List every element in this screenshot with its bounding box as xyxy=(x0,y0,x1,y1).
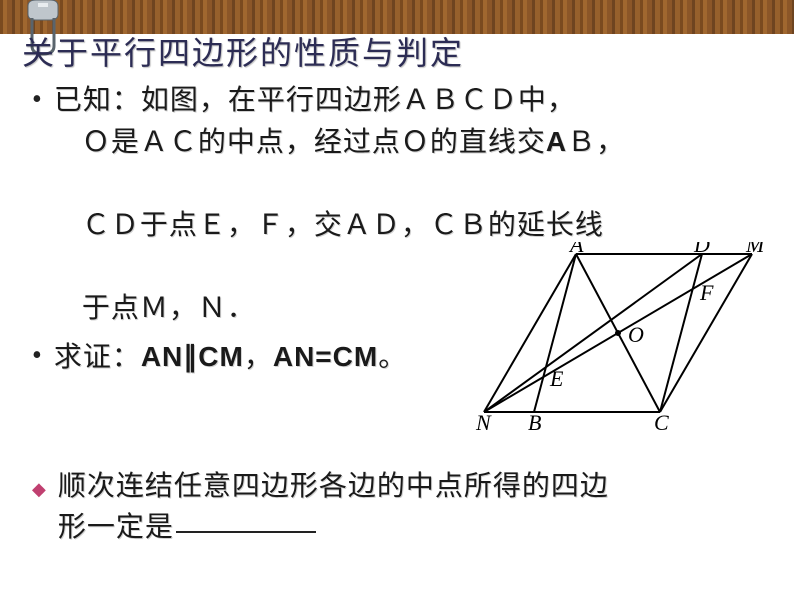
prove-an: AN xyxy=(141,341,183,372)
svg-text:D: D xyxy=(693,242,710,257)
fill-blank xyxy=(176,531,316,533)
period: 。 xyxy=(378,342,407,373)
bullet-dot-icon: • xyxy=(26,80,54,114)
svg-text:O: O xyxy=(628,322,644,347)
comma: ， xyxy=(244,342,273,373)
diamond-bullet-icon: ◆ xyxy=(26,466,58,498)
page-title: 关于平行四边形的性质与判定 xyxy=(22,28,464,74)
geometry-figure: A D M N B C O E F xyxy=(472,242,766,432)
bullet-dot-icon: • xyxy=(26,336,54,370)
prove-text: 求证：AN∥CM，AN=CM。 xyxy=(54,336,407,378)
p2-line2: 形一定是 xyxy=(58,512,174,543)
given-line: 已知：如图，在平行四边形ＡＢＣＤ中， xyxy=(54,85,576,116)
prove-cm: CM xyxy=(198,341,244,372)
prove-eq: AN=CM xyxy=(273,341,378,372)
svg-text:A: A xyxy=(568,242,584,257)
svg-text:F: F xyxy=(699,280,714,305)
p2-line1: 顺次连结任意四边形各边的中点所得的四边 xyxy=(58,471,609,502)
svg-text:B: B xyxy=(528,410,541,432)
svg-text:C: C xyxy=(654,410,669,432)
problem-2-text: 顺次连结任意四边形各边的中点所得的四边 形一定是 xyxy=(58,466,609,549)
p1-line2-bold: A xyxy=(546,126,567,157)
svg-text:M: M xyxy=(745,242,766,257)
svg-text:E: E xyxy=(549,366,564,391)
p1-line3: ＣＤ于点Ｅ，Ｆ，交ＡＤ，ＣＢ的延长线 xyxy=(54,205,625,246)
problem-2: ◆ 顺次连结任意四边形各边的中点所得的四边 形一定是 xyxy=(26,466,774,553)
prove-label: 求证： xyxy=(54,342,141,373)
svg-text:N: N xyxy=(475,410,492,432)
parallel-symbol-icon: ∥ xyxy=(183,341,198,372)
p1-line2-tail: Ｂ， xyxy=(567,127,625,158)
p1-line2: Ｏ是ＡＣ的中点，经过点Ｏ的直线交 xyxy=(82,127,546,158)
